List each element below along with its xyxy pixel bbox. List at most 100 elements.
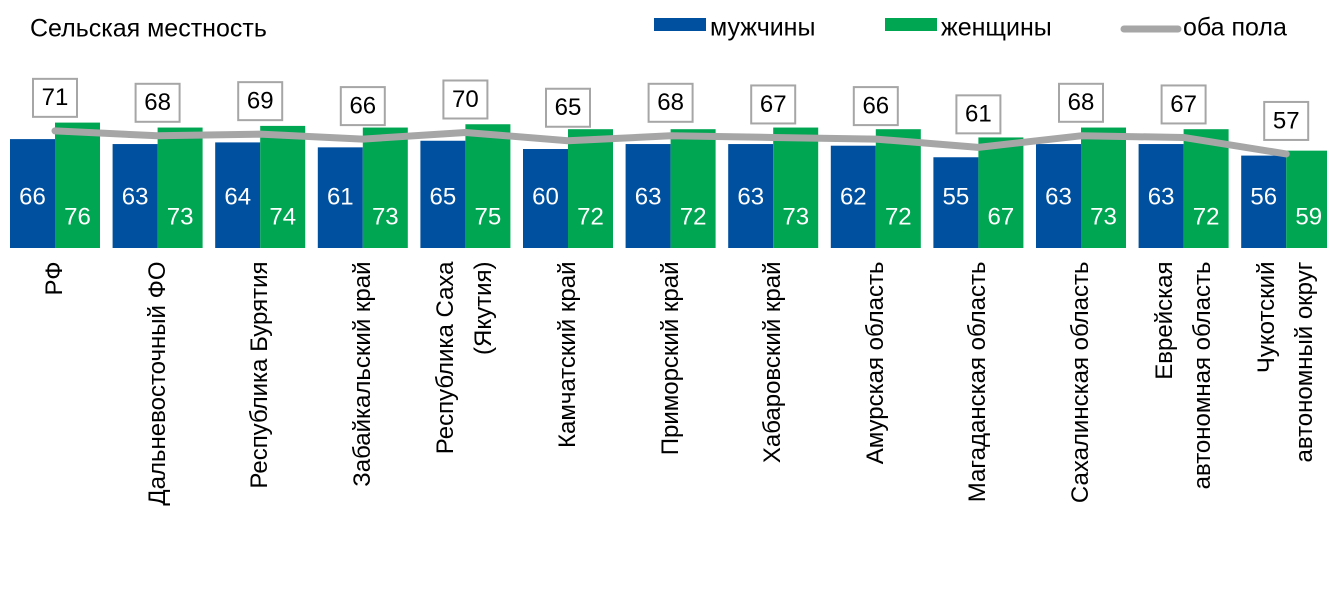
bar-value-label: 67: [988, 203, 1015, 230]
line-label-box: [442, 79, 489, 120]
x-tick-label: Сахалинская область: [1067, 261, 1094, 504]
chart-title: Сельская местность: [30, 15, 267, 43]
bar: [420, 140, 466, 248]
bar: [1183, 129, 1229, 248]
bar: [55, 122, 100, 248]
bar-value-label: 74: [269, 203, 296, 230]
bar-value-label: 63: [122, 183, 149, 210]
x-tick-label: РФ: [41, 261, 68, 296]
bar-value-label: 64: [224, 183, 251, 210]
bar-value-label: 55: [943, 183, 970, 210]
bar: [1081, 127, 1126, 248]
bar: [317, 147, 363, 248]
bar-value-label: 63: [737, 183, 764, 210]
bar-value-label: 60: [532, 183, 559, 210]
line-label-box: [134, 82, 181, 123]
line-value-label: 65: [555, 94, 582, 121]
bar-value-label: 73: [1090, 203, 1117, 230]
bar: [10, 139, 55, 248]
bar: [260, 125, 306, 248]
line-label-box: [750, 84, 797, 125]
bar-value-label: 65: [430, 183, 457, 210]
line-label-box: [955, 94, 1002, 135]
bar: [773, 127, 819, 248]
line-value-label: 66: [349, 92, 376, 119]
line-value-label: 57: [1273, 107, 1300, 134]
bar: [568, 129, 613, 248]
bar: [215, 142, 261, 248]
bar-value-label: 56: [1250, 183, 1277, 210]
bar-value-label: 63: [635, 183, 662, 210]
bar-value-label: 75: [475, 203, 502, 230]
x-tick-label: Хабаровский край: [759, 261, 787, 464]
bar: [933, 157, 979, 248]
line-label-box: [647, 82, 694, 123]
bar: [830, 145, 876, 248]
line-series: [51, 127, 1290, 158]
legend-label: оба пола: [1183, 14, 1287, 42]
bar-value-label: 63: [1148, 183, 1175, 210]
bar: [625, 144, 671, 248]
legend-swatch: [885, 18, 937, 31]
bar-value-label: 76: [64, 203, 91, 230]
line-value-label: 68: [144, 89, 171, 116]
line-label-box: [339, 86, 386, 127]
bar: [1036, 144, 1081, 248]
bar-value-label: 62: [840, 183, 867, 210]
bar: [1241, 155, 1287, 248]
x-tick-label: Камчатский край: [554, 261, 581, 448]
line-value-label: 67: [1170, 91, 1197, 118]
bar: [728, 144, 774, 248]
line-label-box: [1160, 84, 1207, 125]
x-tick-label: Чукотский автономный округ: [1253, 261, 1319, 463]
x-tick-label: Забайкальский край: [348, 261, 376, 487]
line-value-label: 66: [862, 92, 889, 119]
bar-value-label: 72: [577, 203, 604, 230]
bar-value-label: 66: [19, 183, 46, 210]
bar-value-label: 72: [1193, 203, 1220, 230]
x-tick-label: Республика Саха (Якутия): [432, 261, 498, 455]
x-tick-label: Магаданская область: [964, 261, 992, 503]
line-value-label: 68: [657, 89, 684, 116]
line-label-box: [32, 77, 78, 118]
bar: [978, 137, 1024, 248]
line-label-box: [1263, 100, 1310, 141]
bar: [523, 149, 568, 248]
bar-value-label: 61: [327, 183, 354, 210]
bar: [875, 129, 921, 248]
line-label-box: [852, 86, 899, 127]
line-value-label: 70: [452, 86, 479, 113]
bar-value-label: 73: [167, 203, 194, 230]
bar: [157, 127, 203, 248]
bar-value-label: 63: [1045, 183, 1072, 210]
x-tick-label: Республика Бурятия: [246, 261, 274, 489]
bar-value-label: 73: [372, 203, 399, 230]
line-value-label: 61: [965, 101, 992, 128]
line-value-label: 69: [247, 87, 274, 114]
legend-label: мужчины: [710, 14, 815, 42]
bar-value-label: 59: [1295, 203, 1322, 230]
x-tick-label: Приморский край: [656, 261, 684, 456]
bar: [465, 124, 511, 248]
legend-label: женщины: [941, 14, 1052, 42]
line-value-label: 68: [1068, 89, 1095, 116]
line-value-label: 71: [42, 84, 69, 111]
bar: [670, 129, 716, 248]
bar: [362, 127, 408, 248]
legend-swatch: [654, 18, 706, 31]
x-tick-label: Еврейская автономная область: [1150, 261, 1216, 490]
bar: [1286, 150, 1327, 248]
x-tick-label: Дальневосточный ФО: [143, 261, 171, 506]
bar-value-label: 72: [885, 203, 912, 230]
x-tick-label: Амурская область: [861, 261, 889, 465]
line-label-box: [545, 87, 591, 128]
line-value-label: 67: [760, 91, 787, 118]
line-label-box: [1058, 82, 1104, 123]
line-label-box: [237, 81, 284, 122]
bar-value-label: 73: [782, 203, 809, 230]
bar: [112, 144, 158, 248]
bar-value-label: 72: [680, 203, 707, 230]
bar: [1138, 144, 1184, 248]
